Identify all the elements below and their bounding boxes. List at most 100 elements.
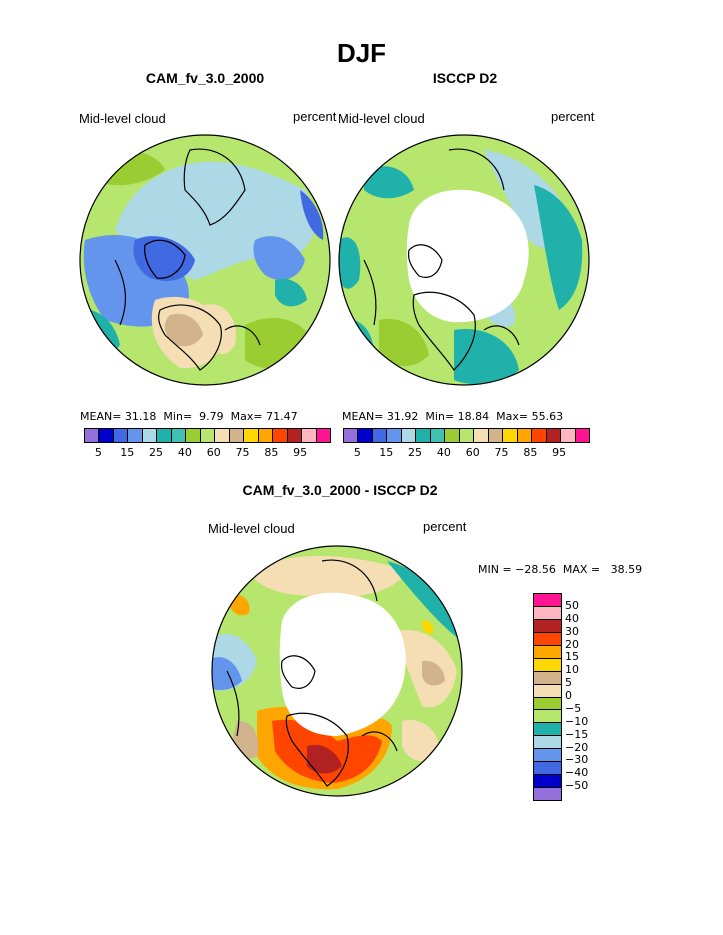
colorbar-swatch [302,429,317,442]
colorbar-swatch [229,429,245,442]
colorbar-tick-label: 25 [408,446,423,459]
colorbar-tick-label: 85 [264,446,279,459]
colorbar-swatch [517,429,533,442]
colorbar-swatch [532,429,547,442]
colorbar-swatch [534,684,561,698]
colorbar-swatch [372,429,388,442]
panel-1-title: CAM_fv_3.0_2000 [145,70,265,86]
colorbar-swatch [344,429,359,442]
colorbar-swatch [459,429,475,442]
colorbar-swatch [534,749,561,763]
colorbar-level-label: 5 [565,676,572,690]
colorbar-swatch [534,762,561,776]
colorbar-level-label: −40 [565,766,589,780]
colorbar-swatch [561,429,576,442]
colorbar-level-label: −15 [565,727,589,741]
colorbar-swatch [85,429,100,442]
colorbar-swatch [474,429,489,442]
diff-colorbar-labels: 50 40 30 20 15 10 5 0 −5 −10 −15 −20 −30 −40 −50 [565,593,625,799]
colorbar-swatch [215,429,230,442]
colorbar-level-label: 40 [565,611,579,625]
colorbar-level-label: −5 [565,701,582,715]
colorbar-swatch [416,429,431,442]
colorbar-swatch [99,429,114,442]
colorbar-tick-label: 40 [436,446,451,459]
colorbar-swatch [546,429,562,442]
panel-1-stats: MEAN= 31.18 Min= 9.79 Max= 71.47 [80,410,298,423]
diff-colorbar [533,593,562,801]
colorbar-swatch [430,429,446,442]
colorbar-tick-label: 75 [235,446,250,459]
colorbar-level-label: −30 [565,753,589,767]
colorbar-swatch [534,606,561,620]
colorbar-tick-label: 25 [149,446,164,459]
colorbar-tick-label: 75 [494,446,509,459]
colorbar-level-label: 15 [565,650,579,664]
colorbar-level-label: 30 [565,624,579,638]
colorbar-tick-label: 60 [465,446,480,459]
panel-2-title: ISCCP D2 [432,70,498,86]
colorbar-swatch [488,429,504,442]
diff-minmax: MIN = −28.56 MAX = 38.59 [478,563,643,576]
colorbar-level-label: 20 [565,637,579,651]
colorbar-swatch [387,429,402,442]
colorbar-swatch [534,658,561,672]
colorbar-tick-label: 60 [206,446,221,459]
panel-2-units-label: percent [551,109,595,124]
colorbar-swatch [534,710,561,724]
colorbar-swatch [244,429,259,442]
panel-2-colorbar-ticks: 5 15 25 40 60 75 85 95 [343,446,588,460]
obs-polar-map [338,134,590,386]
colorbar-tick-label: 15 [379,446,394,459]
colorbar-level-label: −50 [565,779,589,793]
colorbar-swatch [534,775,561,789]
colorbar-swatch [534,645,561,659]
colorbar-swatch [186,429,201,442]
colorbar-swatch [445,429,460,442]
colorbar-swatch [534,619,561,633]
colorbar-level-label: 10 [565,663,579,677]
model-polar-map [79,134,331,386]
colorbar-swatch [503,429,518,442]
colorbar-swatch [401,429,417,442]
diff-title: CAM_fv_3.0_2000 - ISCCP D2 [242,482,438,498]
colorbar-swatch [273,429,288,442]
colorbar-swatch [157,429,172,442]
panel-2-colorbar [343,428,590,443]
diff-polar-map [211,545,463,797]
colorbar-swatch [171,429,187,442]
colorbar-level-label: 50 [565,598,579,612]
colorbar-swatch [258,429,274,442]
colorbar-swatch [316,429,330,442]
colorbar-swatch [287,429,303,442]
page-title: DJF [336,38,387,68]
colorbar-swatch [534,736,561,750]
colorbar-swatch [534,697,561,711]
colorbar-level-label: −10 [565,714,589,728]
colorbar-level-label: −20 [565,740,589,754]
colorbar-swatch [128,429,143,442]
colorbar-level-label: 0 [565,689,572,702]
colorbar-tick-label: 95 [552,446,567,459]
colorbar-swatch [534,788,561,800]
panel-1-colorbar-ticks: 5 15 25 40 60 75 85 95 [84,446,329,460]
colorbar-tick-label: 15 [120,446,135,459]
colorbar-swatch [358,429,373,442]
colorbar-tick-label: 40 [177,446,192,459]
colorbar-swatch [142,429,158,442]
colorbar-tick-label: 5 [94,446,102,459]
diff-variable-label: Mid-level cloud [208,521,295,536]
colorbar-swatch [534,671,561,685]
colorbar-swatch [113,429,129,442]
panel-2-variable-label: Mid-level cloud [338,111,425,126]
colorbar-tick-label: 85 [523,446,538,459]
colorbar-swatch [534,594,561,607]
panel-2-stats: MEAN= 31.92 Min= 18.84 Max= 55.63 [342,410,564,423]
diff-units-label: percent [423,519,467,534]
panel-1-variable-label: Mid-level cloud [79,111,166,126]
colorbar-swatch [534,723,561,737]
colorbar-tick-label: 95 [293,446,308,459]
colorbar-swatch [534,632,561,646]
panel-1-colorbar [84,428,331,443]
colorbar-swatch [575,429,589,442]
